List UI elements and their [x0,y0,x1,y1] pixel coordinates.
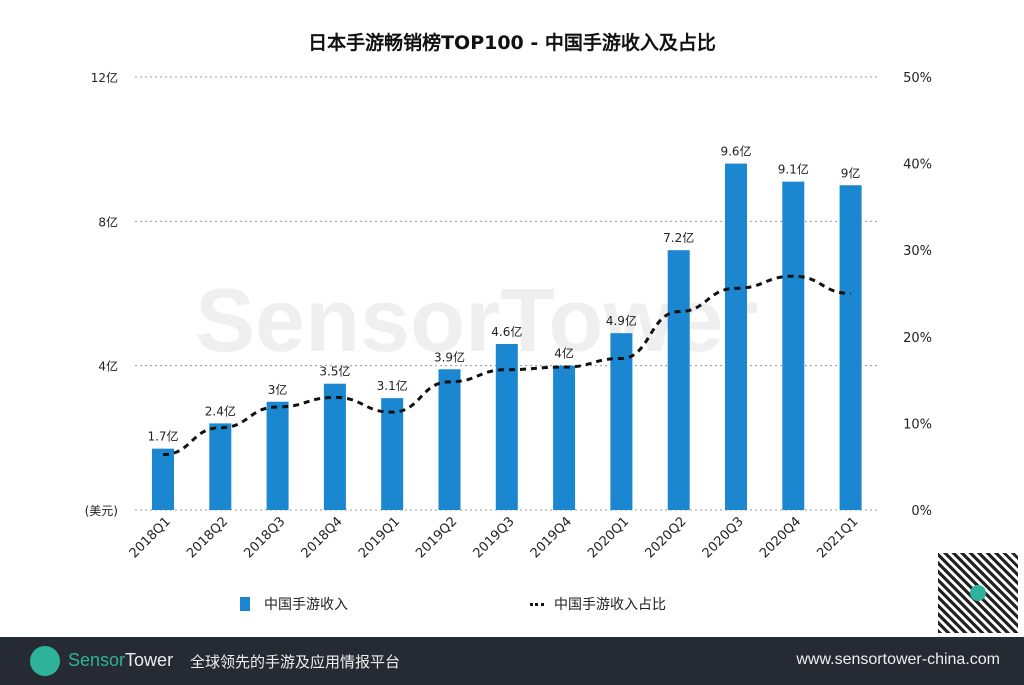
bar-value-label: 4亿 [554,346,574,361]
bar-value-label: 2.4亿 [205,403,236,418]
x-tick-label: 2019Q4 [528,514,575,561]
bar [667,250,690,510]
x-tick-label: 2018Q3 [241,514,288,561]
bar [323,383,346,510]
left-tick-label: 12亿 [91,70,118,85]
footer: SensorTower 全球领先的手游及应用情报平台 www.sensortow… [0,637,1024,685]
chart-title: 日本手游畅销榜TOP100 - 中国手游收入及占比 [308,32,716,54]
share-line [162,274,851,457]
right-tick-label: 0% [911,504,932,519]
bar [495,344,518,510]
bar [381,398,404,510]
bar-value-label: 3.9亿 [434,349,465,364]
x-tick-label: 2020Q4 [757,514,804,561]
qr-code [938,553,1018,633]
watermark: SensorTower [195,271,759,371]
bar-value-label: 3.5亿 [319,364,350,379]
bar-value-label: 3亿 [268,382,288,397]
bar [782,181,805,510]
bar [209,423,232,510]
bar-value-label: 3.1亿 [377,378,408,393]
bar [610,333,633,510]
bar-value-label: 4.9亿 [606,313,637,328]
bar-value-label: 7.2亿 [663,230,694,245]
bar-value-label: 4.6亿 [491,324,522,339]
legend-bar: 中国手游收入 [240,594,348,614]
left-tick-label: 4亿 [98,359,118,374]
right-tick-label: 10% [903,417,932,432]
x-tick-label: 2021Q1 [814,514,861,561]
bar-value-label: 9亿 [841,165,861,180]
bar [152,448,174,510]
bar-value-label: 9.6亿 [720,144,751,159]
bar [438,369,461,510]
legend-line: 中国手游收入占比 [530,594,666,614]
bar [839,185,862,510]
legend-bar-swatch [240,597,250,611]
bar [553,365,576,510]
right-tick-label: 30% [903,244,932,259]
footer-brand: SensorTower [68,650,174,670]
x-tick-label: 2019Q1 [356,514,403,561]
bar [725,163,747,510]
right-tick-label: 40% [903,158,932,173]
right-tick-label: 50% [903,71,932,86]
chart: (美元) 4亿 8亿 12亿 0% 10% 20% 30% 40% 50% 1.7亿 2.4亿 3亿 3.… [85,70,932,561]
bar-value-label: 9.1亿 [778,162,809,177]
left-tick-label: 8亿 [98,214,118,229]
right-tick-label: 20% [903,331,932,346]
bar-value-label: 1.7亿 [147,429,178,444]
x-tick-label: 2020Q1 [585,514,632,561]
footer-url[interactable]: www.sensortower-china.com [796,651,1000,668]
x-tick-label: 2020Q3 [700,514,747,561]
x-tick-label: 2020Q2 [642,514,689,561]
x-tick-label: 2018Q4 [299,514,346,561]
x-tick-label: 2019Q2 [413,514,460,561]
legend-line-label: 中国手游收入占比 [554,597,666,613]
x-tick-label: 2018Q2 [184,514,231,561]
footer-slogan: 全球领先的手游及应用情报平台 [190,653,401,671]
left-tick-label: (美元) [85,504,118,518]
x-tick-label: 2019Q3 [471,514,518,561]
x-tick-label: 2018Q1 [127,514,174,561]
bar [266,401,289,510]
legend-bar-label: 中国手游收入 [264,597,348,613]
sensortower-logo-icon [30,646,60,676]
legend-line-swatch [530,602,544,606]
